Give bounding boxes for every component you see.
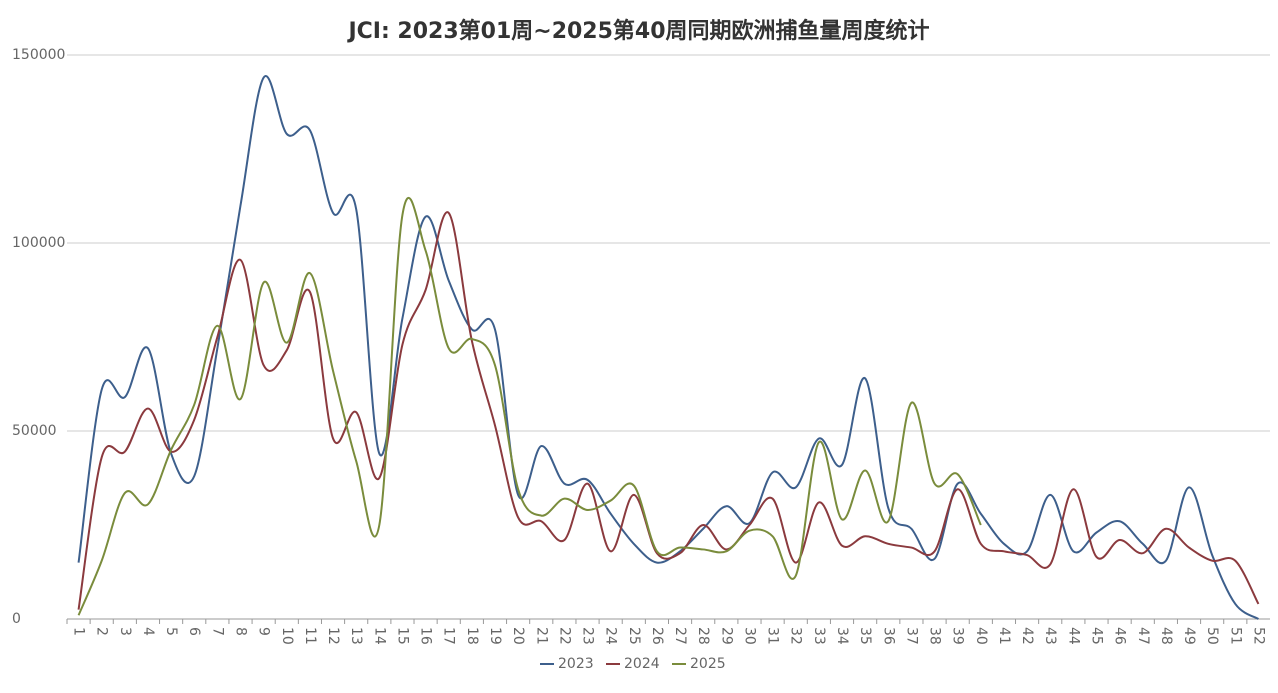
y-tick-label: 150000 <box>12 47 65 63</box>
x-tick-label: 30 <box>741 627 757 645</box>
x-tick-label: 25 <box>626 627 642 645</box>
x-tick-label: 50 <box>1204 627 1220 645</box>
x-tick-label: 5 <box>163 627 179 636</box>
x-tick-label: 49 <box>1181 627 1197 645</box>
x-tick-label: 36 <box>880 627 896 645</box>
line-series <box>77 196 982 616</box>
x-tick-label: 12 <box>325 627 341 645</box>
x-tick-label: 2 <box>94 627 110 636</box>
x-tick-label: 33 <box>811 627 827 645</box>
x-tick-label: 9 <box>256 627 272 636</box>
x-tick-label: 45 <box>1088 627 1104 645</box>
x-tick-label: 11 <box>302 627 318 645</box>
x-tick-label: 7 <box>209 627 225 636</box>
x-tick-label: 51 <box>1227 627 1243 645</box>
x-tick-label: 14 <box>371 627 387 645</box>
x-tick-label: 20 <box>510 627 526 645</box>
x-tick-label: 22 <box>556 627 572 645</box>
x-tick-label: 10 <box>279 627 295 645</box>
x-tick-label: 19 <box>487 627 503 645</box>
x-tick-label: 3 <box>117 627 133 636</box>
x-tick-label: 27 <box>672 627 688 645</box>
x-tick-label: 24 <box>603 627 619 645</box>
x-tick-label: 37 <box>903 627 919 645</box>
x-tick-label: 4 <box>140 627 156 636</box>
x-tick-label: 8 <box>233 627 249 636</box>
legend-label: 2023 <box>558 656 594 672</box>
x-tick-label: 13 <box>348 627 364 645</box>
x-tick-label: 52 <box>1250 627 1266 645</box>
y-tick-label: 0 <box>12 611 21 627</box>
x-tick-label: 39 <box>950 627 966 645</box>
x-tick-label: 18 <box>464 627 480 645</box>
x-tick-label: 29 <box>718 627 734 645</box>
x-tick-label: 31 <box>765 627 781 645</box>
x-tick-label: 21 <box>533 627 549 645</box>
x-tick-label: 1 <box>71 627 87 636</box>
x-tick-label: 46 <box>1112 627 1128 645</box>
x-tick-label: 34 <box>834 627 850 645</box>
x-tick-label: 43 <box>1042 627 1058 645</box>
x-tick-label: 35 <box>857 627 873 645</box>
x-tick-label: 15 <box>394 627 410 645</box>
line-series <box>77 75 1259 620</box>
x-tick-label: 41 <box>996 627 1012 645</box>
line-series <box>77 211 1260 610</box>
x-tick-label: 44 <box>1065 627 1081 645</box>
x-tick-label: 48 <box>1158 627 1174 645</box>
x-tick-label: 38 <box>927 627 943 645</box>
legend-label: 2024 <box>624 656 660 672</box>
x-tick-label: 16 <box>418 627 434 645</box>
x-tick-label: 32 <box>788 627 804 645</box>
x-tick-label: 6 <box>186 627 202 636</box>
x-tick-label: 28 <box>695 627 711 645</box>
x-tick-label: 26 <box>649 627 665 645</box>
x-tick-label: 40 <box>973 627 989 645</box>
x-tick-label: 42 <box>1019 627 1035 645</box>
y-tick-label: 100000 <box>12 235 65 251</box>
y-tick-label: 50000 <box>12 423 57 439</box>
chart-title: JCI: 2023第01周~2025第40周同期欧洲捕鱼量周度统计 <box>346 18 929 44</box>
x-tick-label: 23 <box>580 627 596 645</box>
x-tick-label: 47 <box>1135 627 1151 645</box>
legend-label: 2025 <box>690 656 726 672</box>
x-tick-label: 17 <box>441 627 457 645</box>
